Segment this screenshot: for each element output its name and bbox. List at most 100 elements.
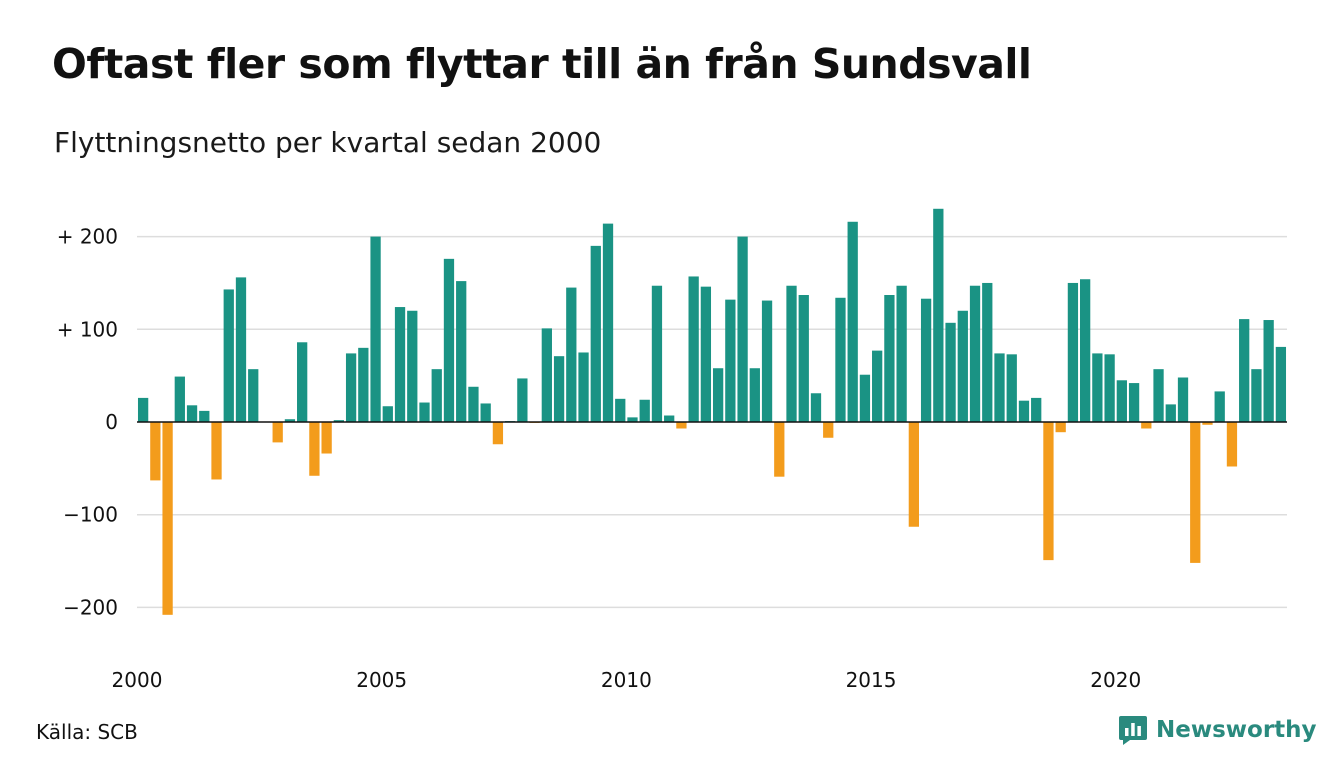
bar	[333, 420, 344, 422]
y-tick-label: + 100	[57, 317, 118, 341]
bar	[1263, 320, 1274, 422]
bar	[297, 342, 308, 422]
bar	[982, 282, 993, 422]
bar	[1116, 380, 1127, 422]
bar	[676, 422, 687, 429]
bar	[492, 422, 504, 445]
bar	[994, 353, 1005, 422]
bar	[431, 369, 442, 422]
source-note: Källa: SCB	[36, 720, 138, 744]
bar	[223, 289, 234, 422]
bar	[664, 415, 675, 422]
bar-chart: + 200 + 100 0 −100 −200 2000 2005 2010 2015 2020	[57, 208, 1287, 692]
bar	[1190, 422, 1201, 563]
bar	[211, 422, 222, 480]
bar	[835, 297, 846, 422]
bar	[1141, 422, 1152, 429]
bar	[248, 369, 259, 422]
bar	[1055, 422, 1066, 433]
brand-logo: Newsworthy	[1118, 714, 1317, 746]
bar	[566, 287, 577, 422]
bar	[1202, 422, 1213, 425]
bar	[700, 286, 712, 422]
bar	[1226, 422, 1238, 467]
y-tick-label: −200	[63, 595, 118, 619]
bar	[235, 277, 247, 422]
bar	[1165, 404, 1176, 422]
bar	[1251, 369, 1262, 422]
bar	[345, 353, 357, 422]
bar	[1043, 422, 1054, 561]
bar	[933, 208, 944, 422]
bar	[872, 350, 883, 422]
bar	[639, 399, 650, 422]
bar	[517, 378, 528, 422]
bar	[1275, 346, 1287, 422]
bar	[1018, 400, 1030, 422]
bar	[150, 422, 161, 481]
bar	[823, 422, 834, 438]
chart-subtitle: Flyttningsnetto per kvartal sedan 2000	[54, 126, 602, 159]
bar	[174, 376, 185, 422]
bar	[407, 310, 418, 422]
bar	[688, 276, 699, 422]
grid-layer	[137, 235, 1287, 609]
newsworthy-logo-icon	[1119, 716, 1147, 745]
y-tick-label: −100	[63, 503, 118, 527]
bar	[1080, 279, 1091, 422]
bar	[1177, 377, 1189, 422]
bar	[749, 368, 760, 422]
bar	[810, 393, 822, 422]
bar	[394, 307, 406, 422]
bar	[137, 397, 149, 422]
bar	[908, 422, 919, 527]
bar	[480, 403, 491, 422]
bar	[1092, 353, 1103, 422]
bar	[969, 285, 981, 422]
x-tick-label: 2005	[356, 668, 407, 692]
bar	[920, 298, 932, 422]
bar	[798, 295, 809, 422]
bar	[382, 406, 393, 422]
bar	[358, 347, 369, 422]
bar	[859, 374, 871, 422]
bar	[272, 422, 283, 443]
bar	[847, 221, 858, 422]
bar	[578, 352, 589, 423]
bar	[309, 422, 320, 476]
bar	[370, 236, 381, 422]
y-tick-labels: + 200 + 100 0 −100 −200	[57, 225, 118, 620]
bar	[761, 300, 773, 422]
y-tick-label: + 200	[57, 225, 118, 249]
bar	[284, 419, 296, 422]
bar	[162, 422, 173, 615]
bar	[1153, 369, 1164, 422]
bar	[627, 417, 638, 422]
bar	[884, 295, 895, 422]
bar	[419, 402, 430, 422]
bar	[186, 405, 198, 422]
bar	[957, 310, 968, 422]
x-tick-labels: 2000 2005 2010 2015 2020	[112, 668, 1142, 692]
bar	[1031, 397, 1042, 422]
x-tick-label: 2000	[112, 668, 163, 692]
bar	[725, 299, 736, 422]
y-tick-label: 0	[105, 410, 118, 434]
bar	[651, 285, 663, 422]
bar	[443, 258, 455, 422]
bar	[896, 285, 907, 422]
bar	[1239, 319, 1250, 422]
bar	[553, 356, 565, 422]
x-tick-label: 2010	[601, 668, 652, 692]
bar	[1214, 391, 1225, 422]
bar	[615, 398, 626, 422]
x-tick-label: 2020	[1090, 668, 1141, 692]
bar	[199, 410, 210, 422]
bar	[602, 223, 614, 422]
chart-title: Oftast fler som flyttar till än från Sun…	[52, 40, 1032, 88]
brand-name: Newsworthy	[1156, 717, 1317, 743]
bar	[456, 281, 467, 422]
bar	[1006, 354, 1017, 422]
x-tick-label: 2015	[846, 668, 897, 692]
bar	[541, 328, 552, 422]
